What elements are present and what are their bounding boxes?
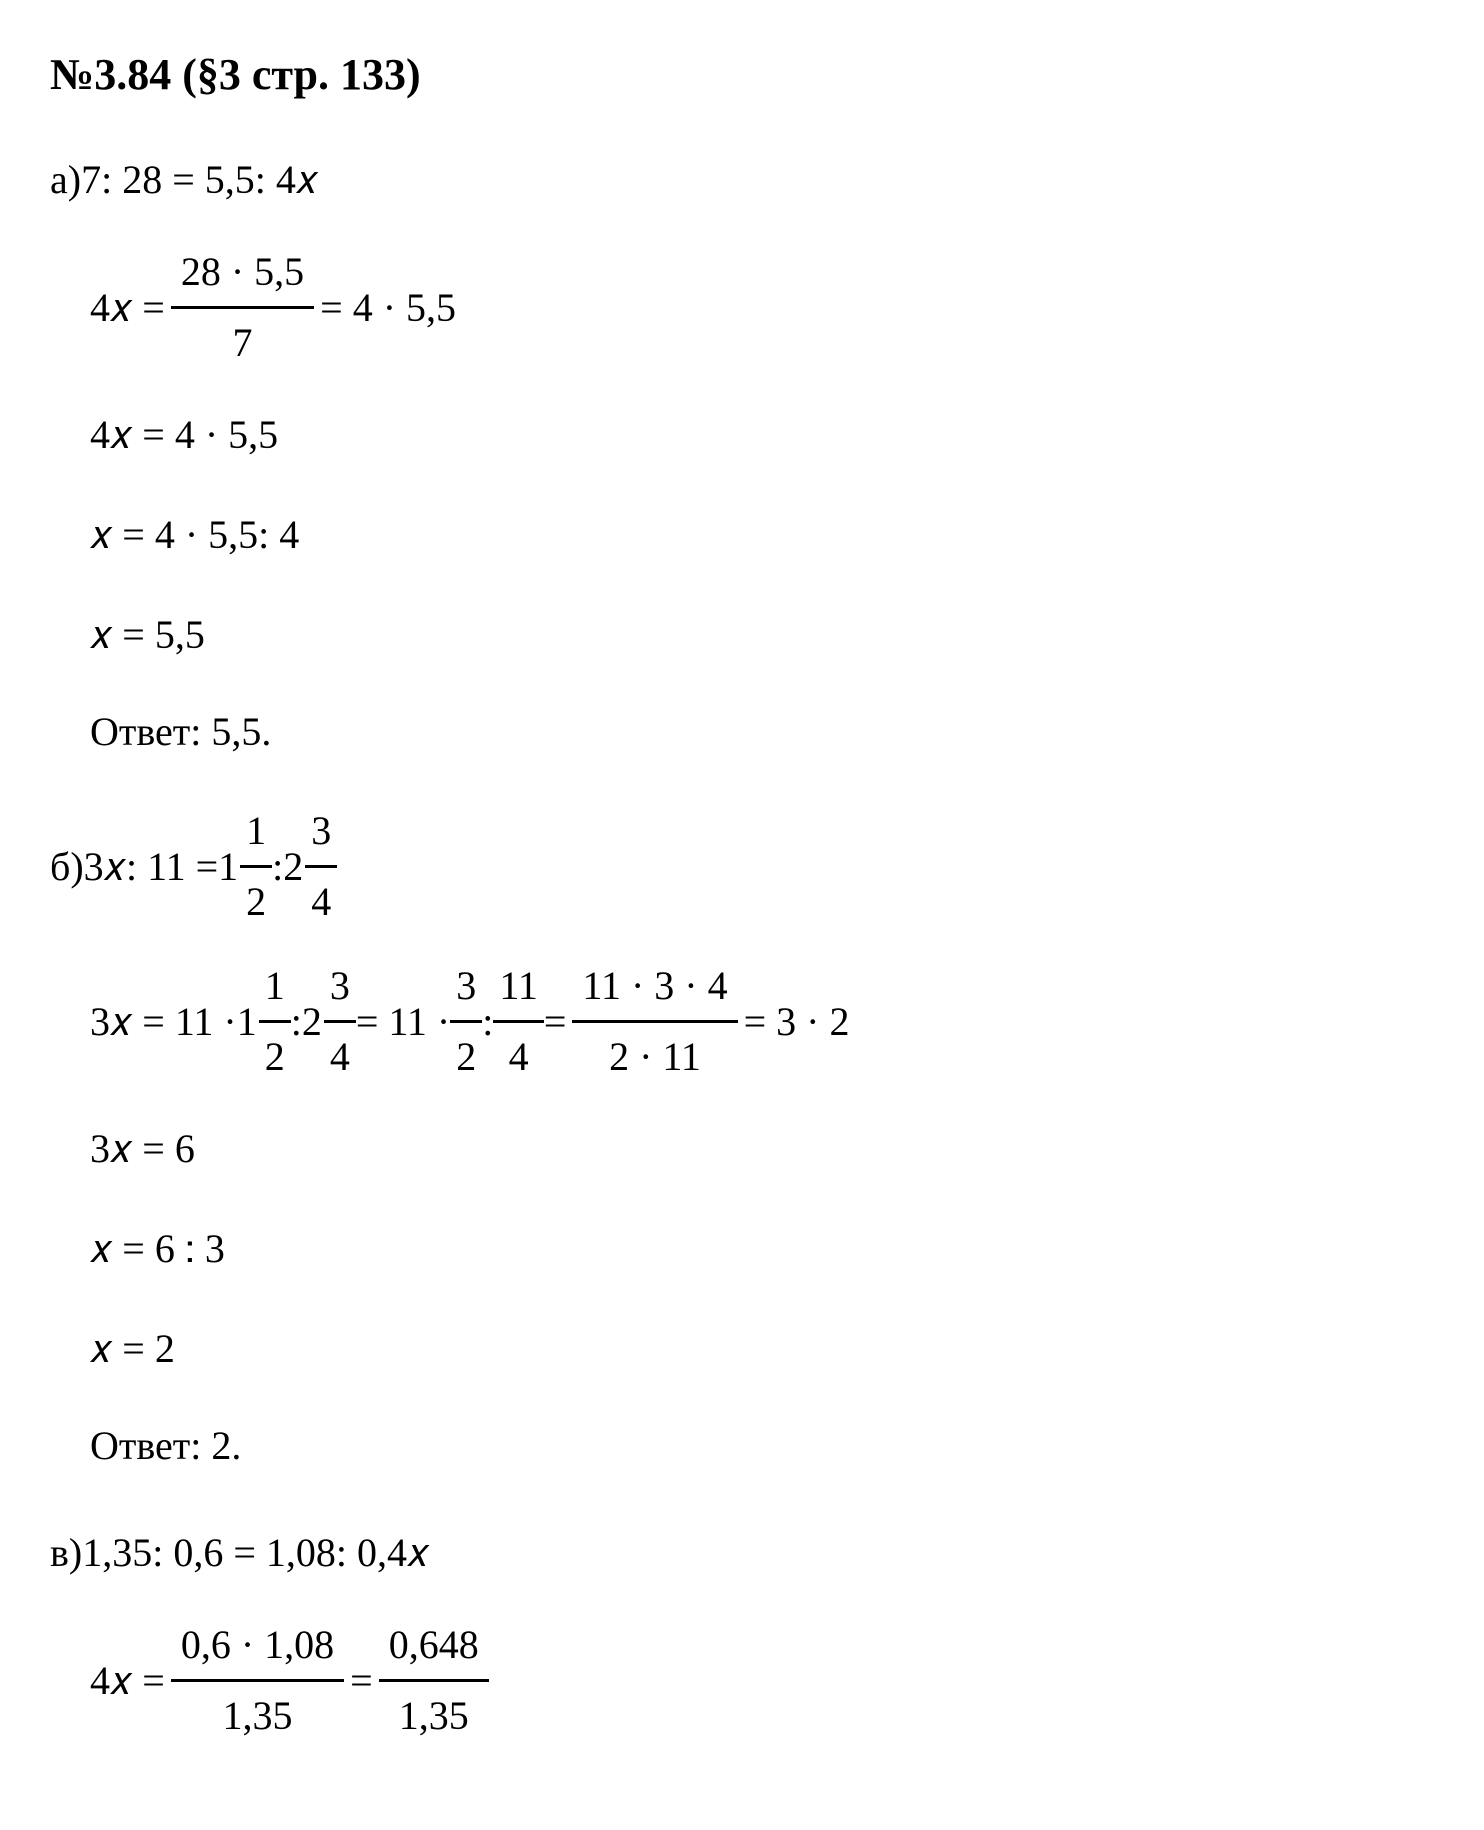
part-b-answer: Ответ: 2.	[90, 1414, 1434, 1478]
problem-title: №3.84 (§3 стр. 133)	[50, 40, 1434, 110]
equation-text: 𝑥 = 5,5	[90, 603, 205, 667]
part-a-eq3: 4𝑥 = 4 · 5,5	[90, 395, 1434, 475]
part-c-eq1: в) 1,35: 0,6 = 1,08: 0,4𝑥	[50, 1513, 1434, 1593]
part-a-eq4: 𝑥 = 4 · 5,5: 4	[90, 495, 1434, 575]
fraction-denominator: 4	[503, 1023, 535, 1089]
equation-text: 3𝑥 = 6	[90, 1117, 195, 1181]
fraction-denominator: 2 · 11	[599, 1023, 711, 1089]
equation-lhs: 3𝑥 = 11 ·	[90, 990, 237, 1054]
fraction-numerator: 11	[493, 954, 544, 1023]
fraction-denominator: 4	[324, 1023, 356, 1089]
mixed-number: 1 1 2	[237, 954, 291, 1089]
part-b-eq1: б) 3𝑥: 11 = 1 1 2 : 2 3 4	[50, 799, 1434, 934]
fraction-numerator: 0,648	[379, 1613, 489, 1682]
part-b-label: б)	[50, 835, 84, 899]
fraction-numerator: 1	[259, 954, 291, 1023]
equation-text: 𝑥 = 2	[90, 1317, 175, 1381]
fraction: 3 4	[324, 954, 356, 1089]
fraction-numerator: 3	[450, 954, 482, 1023]
part-a-eq2: 4𝑥 = 28 · 5,5 7 = 4 · 5,5	[90, 240, 1434, 375]
fraction-numerator: 0,6 · 1,08	[171, 1613, 344, 1682]
mixed-whole: 1	[218, 835, 238, 899]
part-c-eq2: 4𝑥 = 0,6 · 1,08 1,35 = 0,648 1,35	[90, 1613, 1434, 1748]
part-a-eq5: 𝑥 = 5,5	[90, 595, 1434, 675]
part-b-eq2: 3𝑥 = 11 · 1 1 2 : 2 3 4 = 11 · 3 2 : 11 …	[90, 954, 1434, 1089]
equation-text: 4𝑥 = 4 · 5,5	[90, 403, 278, 467]
fraction-denominator: 2	[240, 868, 272, 934]
mixed-number: 1 1 2	[218, 799, 272, 934]
mixed-whole: 2	[283, 835, 303, 899]
mixed-whole: 2	[302, 990, 322, 1054]
colon: :	[291, 990, 302, 1054]
part-b-eq5: 𝑥 = 2	[90, 1309, 1434, 1389]
fraction: 0,648 1,35	[379, 1613, 489, 1748]
fraction-numerator: 1	[240, 799, 272, 868]
equation-text: 𝑥 = 4 · 5,5: 4	[90, 503, 299, 567]
fraction-denominator: 2	[259, 1023, 291, 1089]
fraction-numerator: 3	[324, 954, 356, 1023]
fraction-denominator: 1,35	[213, 1682, 303, 1748]
part-c-label: в)	[50, 1521, 82, 1585]
equation-lhs: 4𝑥 =	[90, 276, 165, 340]
fraction-denominator: 2	[450, 1023, 482, 1089]
part-a-answer: Ответ: 5,5.	[90, 700, 1434, 764]
fraction: 11 4	[493, 954, 544, 1089]
fraction-denominator: 7	[223, 309, 263, 375]
fraction-denominator: 1,35	[389, 1682, 479, 1748]
equals: = 11 ·	[356, 990, 450, 1054]
part-b-eq4: 𝑥 = 6 ∶ 3	[90, 1209, 1434, 1289]
equation-rhs: = 3 · 2	[744, 990, 850, 1054]
mixed-whole: 1	[237, 990, 257, 1054]
equals: =	[544, 990, 567, 1054]
fraction: 11 · 3 · 4 2 · 11	[572, 954, 737, 1089]
equation-lhs: 4𝑥 =	[90, 1649, 165, 1713]
colon: :	[482, 990, 493, 1054]
fraction-numerator: 28 · 5,5	[171, 240, 314, 309]
equation-text: 1,35: 0,6 = 1,08: 0,4𝑥	[82, 1521, 429, 1585]
fraction: 28 · 5,5 7	[171, 240, 314, 375]
fraction: 3 2	[450, 954, 482, 1089]
equals: =	[350, 1649, 373, 1713]
part-a-eq1: а) 7: 28 = 5,5: 4𝑥	[50, 140, 1434, 220]
fraction: 0,6 · 1,08 1,35	[171, 1613, 344, 1748]
fraction: 1 2	[259, 954, 291, 1089]
fraction-numerator: 11 · 3 · 4	[572, 954, 737, 1023]
part-a-label: а)	[50, 148, 81, 212]
fraction: 1 2	[240, 799, 272, 934]
equation-lhs: 3𝑥: 11 =	[84, 835, 218, 899]
fraction-denominator: 4	[305, 868, 337, 934]
equation-text: 𝑥 = 6 ∶ 3	[90, 1217, 225, 1281]
fraction: 3 4	[305, 799, 337, 934]
part-b-eq3: 3𝑥 = 6	[90, 1109, 1434, 1189]
fraction-numerator: 3	[305, 799, 337, 868]
mixed-number: 2 3 4	[302, 954, 356, 1089]
equation-rhs: = 4 · 5,5	[320, 276, 456, 340]
colon: :	[272, 835, 283, 899]
mixed-number: 2 3 4	[283, 799, 337, 934]
equation-text: 7: 28 = 5,5: 4𝑥	[81, 148, 318, 212]
